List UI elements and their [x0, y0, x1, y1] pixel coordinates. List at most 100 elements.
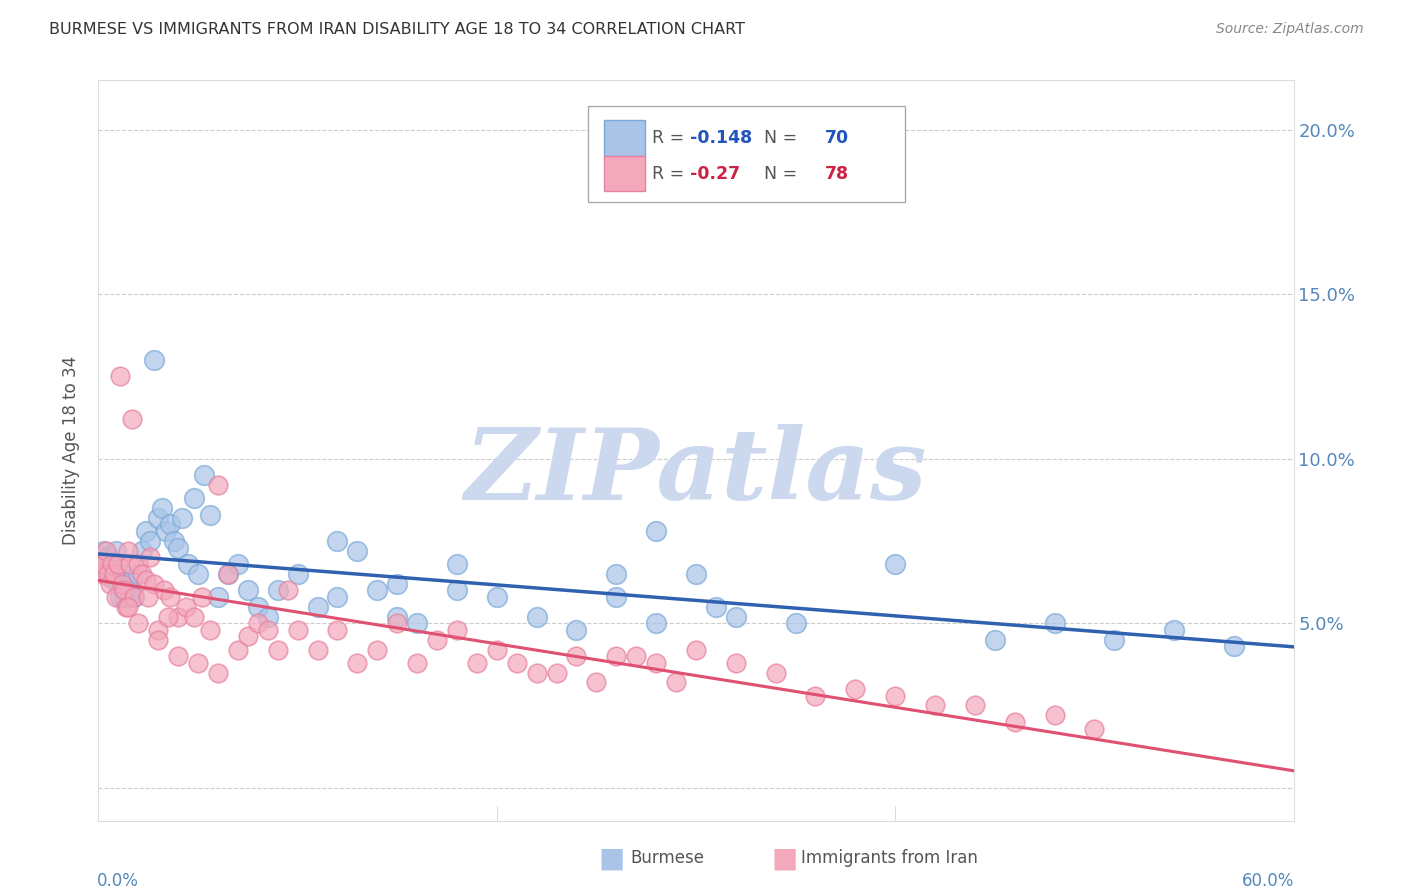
Point [207, 478, 229, 492]
Point [1163, 623, 1185, 637]
Point [1223, 639, 1246, 653]
Point [111, 566, 134, 581]
FancyBboxPatch shape [605, 120, 644, 156]
Point [120, 557, 142, 571]
Point [91, 557, 114, 571]
Point [1043, 616, 1066, 631]
Text: R =: R = [652, 129, 689, 147]
Point [167, 649, 190, 664]
FancyBboxPatch shape [589, 106, 905, 202]
Y-axis label: Disability Age 18 to 34: Disability Age 18 to 34 [62, 356, 80, 545]
Point [406, 616, 429, 631]
Point [177, 557, 200, 571]
FancyBboxPatch shape [605, 156, 644, 191]
Point [98, 570, 122, 584]
Text: N =: N = [754, 164, 803, 183]
Point [485, 642, 508, 657]
Point [546, 665, 568, 680]
Point [645, 616, 668, 631]
Point [277, 583, 299, 598]
Point [121, 574, 143, 588]
Text: Immigrants from Iran: Immigrants from Iran [801, 849, 979, 867]
Point [110, 369, 132, 384]
Point [446, 583, 468, 598]
Point [326, 623, 349, 637]
Point [139, 533, 162, 548]
Point [115, 599, 138, 614]
Point [121, 412, 143, 426]
Point [172, 511, 194, 525]
Point [246, 616, 269, 631]
Text: 78: 78 [825, 164, 849, 183]
Text: 60.0%: 60.0% [1243, 872, 1295, 890]
Point [97, 550, 120, 565]
Point [89, 557, 111, 571]
Point [426, 632, 449, 647]
Point [465, 656, 488, 670]
Point [187, 566, 209, 581]
Point [256, 609, 278, 624]
Point [326, 590, 349, 604]
Point [565, 649, 588, 664]
Point [111, 576, 134, 591]
Point [236, 629, 259, 643]
Point [97, 566, 120, 581]
Point [217, 566, 239, 581]
Point [198, 623, 221, 637]
Point [110, 590, 132, 604]
Point [526, 665, 548, 680]
Point [446, 557, 468, 571]
Point [605, 649, 627, 664]
Point [103, 564, 125, 578]
Point [506, 656, 529, 670]
Point [605, 590, 627, 604]
Point [246, 599, 269, 614]
Point [198, 508, 221, 522]
Point [207, 665, 229, 680]
Point [103, 566, 125, 581]
Point [287, 566, 309, 581]
Point [884, 557, 907, 571]
Point [163, 533, 186, 548]
Point [117, 576, 139, 591]
Point [446, 623, 468, 637]
Point [174, 599, 197, 614]
Point [226, 642, 249, 657]
Point [107, 557, 129, 571]
Point [924, 698, 946, 713]
Point [98, 576, 122, 591]
Point [724, 656, 747, 670]
Point [267, 583, 290, 598]
Text: -0.27: -0.27 [690, 164, 740, 183]
Text: 0.0%: 0.0% [97, 872, 139, 890]
Point [366, 583, 388, 598]
Point [346, 656, 368, 670]
Point [207, 590, 229, 604]
Point [605, 566, 627, 581]
Point [89, 550, 111, 565]
Point [127, 616, 149, 631]
Point [1083, 722, 1105, 736]
Point [236, 583, 259, 598]
Point [96, 544, 118, 558]
Text: -0.148: -0.148 [690, 129, 752, 147]
Point [105, 544, 128, 558]
Point [101, 557, 124, 571]
Point [267, 642, 290, 657]
Point [157, 609, 180, 624]
Point [1043, 708, 1066, 723]
Point [1104, 632, 1126, 647]
Point [366, 642, 388, 657]
Point [585, 675, 607, 690]
Point [385, 609, 409, 624]
Point [148, 623, 170, 637]
Point [226, 557, 249, 571]
Point [626, 649, 648, 664]
Point [704, 599, 727, 614]
Point [406, 656, 429, 670]
Point [124, 590, 146, 604]
Point [136, 590, 159, 604]
Point [117, 599, 139, 614]
Point [385, 576, 409, 591]
Point [217, 566, 239, 581]
